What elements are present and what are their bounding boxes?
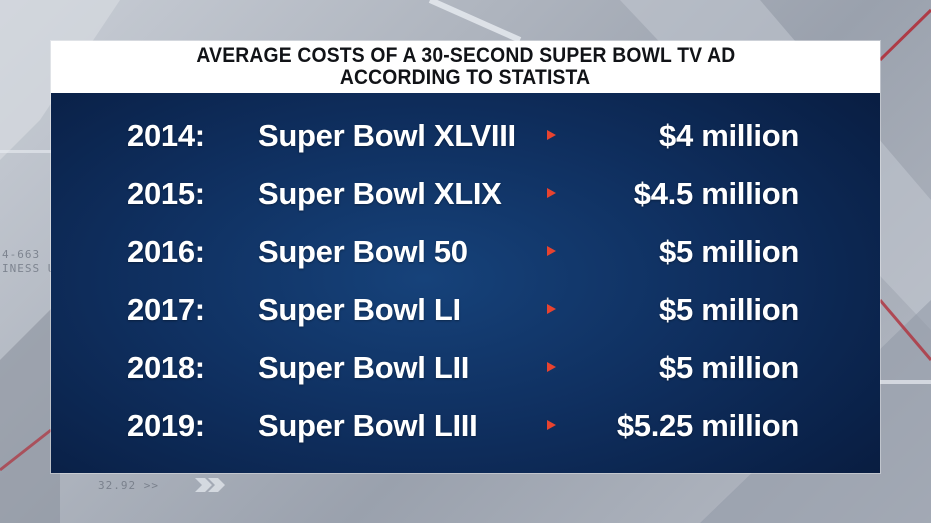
background-ticker-bottom: 32.92 >> [98, 479, 159, 492]
cost-row-2016: 2016: Super Bowl 50 $5 million [51, 227, 880, 277]
play-arrow-icon [547, 362, 556, 372]
row-year: 2014: [127, 118, 205, 153]
cost-row-2019: 2019: Super Bowl LIII $5.25 million [51, 401, 880, 451]
row-year: 2016: [127, 234, 205, 269]
row-event: Super Bowl LII [258, 350, 470, 385]
cost-row-2017: 2017: Super Bowl LI $5 million [51, 285, 880, 335]
row-event: Super Bowl 50 [258, 234, 468, 269]
play-arrow-icon [547, 420, 556, 430]
row-event: Super Bowl LI [258, 292, 461, 327]
row-event: Super Bowl XLIX [258, 176, 502, 211]
cost-row-2015: 2015: Super Bowl XLIX $4.5 million [51, 169, 880, 219]
row-year: 2018: [127, 350, 205, 385]
play-arrow-icon [547, 246, 556, 256]
row-event: Super Bowl XLVIII [258, 118, 516, 153]
row-amount: $4 million [659, 118, 799, 153]
cost-row-2014: 2014: Super Bowl XLVIII $4 million [51, 111, 880, 161]
row-amount: $5 million [659, 350, 799, 385]
play-arrow-icon [547, 304, 556, 314]
background-ticker-top: 4-663 [2, 248, 41, 261]
row-year: 2019: [127, 408, 205, 443]
row-amount: $5 million [659, 234, 799, 269]
row-year: 2015: [127, 176, 205, 211]
title-bar: AVERAGE COSTS OF A 30-SECOND SUPER BOWL … [51, 41, 880, 93]
cost-row-2018: 2018: Super Bowl LII $5 million [51, 343, 880, 393]
row-amount: $4.5 million [633, 176, 800, 211]
row-year: 2017: [127, 292, 205, 327]
play-arrow-icon [547, 188, 556, 198]
background-ticker-mid: INESS UI [2, 262, 63, 275]
title-line-2: ACCORDING TO STATISTA [340, 66, 591, 89]
row-amount: $5.25 million [616, 408, 799, 443]
play-arrow-icon [547, 130, 556, 140]
row-event: Super Bowl LIII [258, 408, 478, 443]
row-amount: $5 million [659, 292, 799, 327]
title-line-1: AVERAGE COSTS OF A 30-SECOND SUPER BOWL … [196, 44, 735, 67]
ad-cost-panel: AVERAGE COSTS OF A 30-SECOND SUPER BOWL … [51, 41, 880, 473]
